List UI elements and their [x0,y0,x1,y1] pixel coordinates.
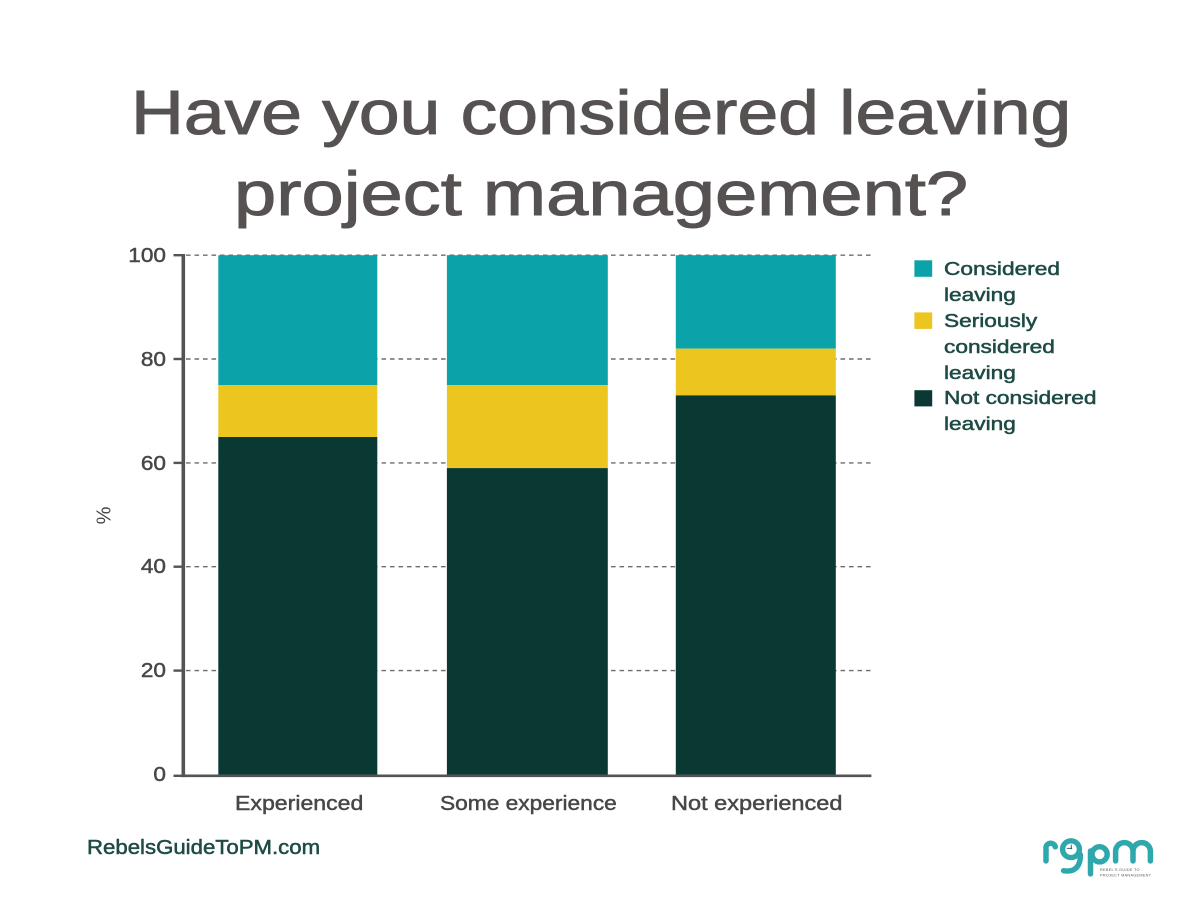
svg-text:PROJECT MANAGEMENT: PROJECT MANAGEMENT [1100,873,1152,877]
svg-text:REBEL'S GUIDE TO: REBEL'S GUIDE TO [1100,868,1140,872]
